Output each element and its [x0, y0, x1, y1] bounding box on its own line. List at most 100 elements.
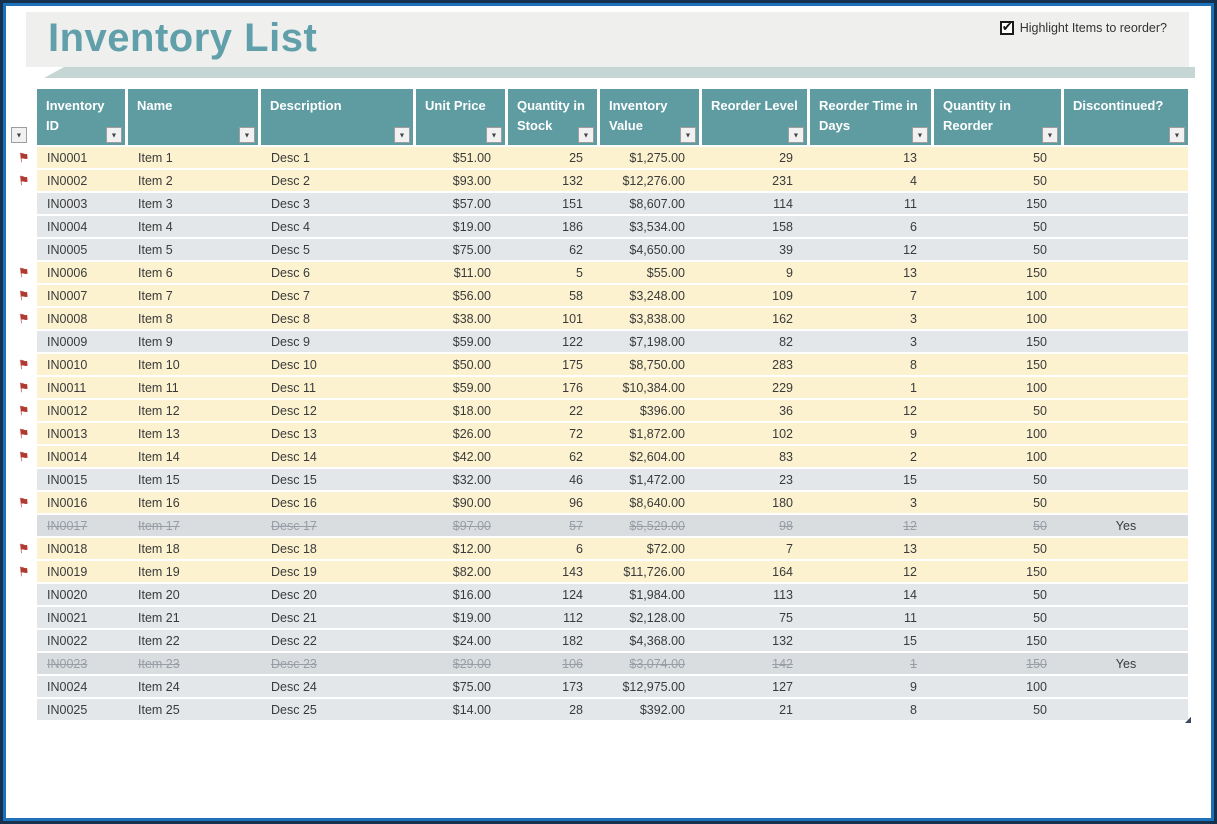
- cell-name[interactable]: Item 17: [128, 515, 261, 536]
- cell-qty-stock[interactable]: 62: [508, 446, 600, 467]
- cell-discontinued[interactable]: [1064, 492, 1188, 513]
- cell-id[interactable]: IN0002: [37, 170, 128, 191]
- cell-discontinued[interactable]: [1064, 354, 1188, 375]
- cell-inventory-value[interactable]: $8,607.00: [600, 193, 702, 214]
- cell-unit-price[interactable]: $26.00: [416, 423, 508, 444]
- cell-discontinued[interactable]: [1064, 262, 1188, 283]
- cell-qty-stock[interactable]: 58: [508, 285, 600, 306]
- cell-inventory-value[interactable]: $12,975.00: [600, 676, 702, 697]
- cell-reorder-level[interactable]: 102: [702, 423, 810, 444]
- cell-description[interactable]: Desc 19: [261, 561, 416, 582]
- cell-id[interactable]: IN0009: [37, 331, 128, 352]
- cell-discontinued[interactable]: [1064, 400, 1188, 421]
- cell-id[interactable]: IN0003: [37, 193, 128, 214]
- table-resize-handle[interactable]: ◢: [1185, 716, 1191, 724]
- cell-reorder-days[interactable]: 3: [810, 331, 934, 352]
- cell-reorder-level[interactable]: 29: [702, 147, 810, 168]
- cell-discontinued[interactable]: [1064, 676, 1188, 697]
- column-header-discontinued[interactable]: Discontinued?▼: [1064, 89, 1188, 145]
- cell-id[interactable]: IN0023: [37, 653, 128, 674]
- cell-reorder-level[interactable]: 114: [702, 193, 810, 214]
- cell-id[interactable]: IN0008: [37, 308, 128, 329]
- cell-id[interactable]: IN0019: [37, 561, 128, 582]
- cell-unit-price[interactable]: $90.00: [416, 492, 508, 513]
- cell-reorder-days[interactable]: 3: [810, 492, 934, 513]
- cell-description[interactable]: Desc 9: [261, 331, 416, 352]
- cell-reorder-days[interactable]: 11: [810, 607, 934, 628]
- cell-reorder-days[interactable]: 8: [810, 699, 934, 720]
- cell-discontinued[interactable]: [1064, 630, 1188, 651]
- filter-dropdown-button[interactable]: ▼: [394, 127, 410, 143]
- cell-qty-stock[interactable]: 6: [508, 538, 600, 559]
- cell-reorder-level[interactable]: 142: [702, 653, 810, 674]
- cell-reorder-days[interactable]: 12: [810, 515, 934, 536]
- cell-unit-price[interactable]: $93.00: [416, 170, 508, 191]
- cell-qty-reorder[interactable]: 150: [934, 630, 1064, 651]
- column-header-reorder-level[interactable]: Reorder Level▼: [702, 89, 810, 145]
- cell-qty-reorder[interactable]: 50: [934, 492, 1064, 513]
- cell-description[interactable]: Desc 11: [261, 377, 416, 398]
- cell-reorder-days[interactable]: 8: [810, 354, 934, 375]
- cell-reorder-days[interactable]: 1: [810, 653, 934, 674]
- cell-id[interactable]: IN0011: [37, 377, 128, 398]
- filter-dropdown-button[interactable]: ▼: [788, 127, 804, 143]
- cell-reorder-level[interactable]: 39: [702, 239, 810, 260]
- cell-description[interactable]: Desc 22: [261, 630, 416, 651]
- cell-unit-price[interactable]: $19.00: [416, 216, 508, 237]
- cell-name[interactable]: Item 16: [128, 492, 261, 513]
- cell-unit-price[interactable]: $75.00: [416, 239, 508, 260]
- cell-reorder-days[interactable]: 9: [810, 423, 934, 444]
- cell-reorder-level[interactable]: 283: [702, 354, 810, 375]
- cell-reorder-level[interactable]: 23: [702, 469, 810, 490]
- cell-id[interactable]: IN0025: [37, 699, 128, 720]
- cell-reorder-days[interactable]: 14: [810, 584, 934, 605]
- cell-inventory-value[interactable]: $55.00: [600, 262, 702, 283]
- cell-qty-reorder[interactable]: 150: [934, 331, 1064, 352]
- filter-dropdown-button[interactable]: ▼: [1042, 127, 1058, 143]
- cell-name[interactable]: Item 6: [128, 262, 261, 283]
- cell-qty-reorder[interactable]: 100: [934, 308, 1064, 329]
- cell-qty-stock[interactable]: 186: [508, 216, 600, 237]
- cell-name[interactable]: Item 5: [128, 239, 261, 260]
- cell-reorder-days[interactable]: 15: [810, 630, 934, 651]
- cell-reorder-days[interactable]: 6: [810, 216, 934, 237]
- column-header-description[interactable]: Description▼: [261, 89, 416, 145]
- cell-discontinued[interactable]: [1064, 469, 1188, 490]
- cell-description[interactable]: Desc 20: [261, 584, 416, 605]
- cell-reorder-level[interactable]: 113: [702, 584, 810, 605]
- cell-id[interactable]: IN0013: [37, 423, 128, 444]
- cell-description[interactable]: Desc 18: [261, 538, 416, 559]
- cell-reorder-level[interactable]: 229: [702, 377, 810, 398]
- cell-reorder-days[interactable]: 7: [810, 285, 934, 306]
- cell-qty-stock[interactable]: 176: [508, 377, 600, 398]
- cell-name[interactable]: Item 12: [128, 400, 261, 421]
- filter-dropdown-button[interactable]: ▼: [106, 127, 122, 143]
- cell-id[interactable]: IN0021: [37, 607, 128, 628]
- cell-unit-price[interactable]: $32.00: [416, 469, 508, 490]
- cell-discontinued[interactable]: [1064, 147, 1188, 168]
- cell-qty-stock[interactable]: 72: [508, 423, 600, 444]
- cell-qty-stock[interactable]: 173: [508, 676, 600, 697]
- cell-unit-price[interactable]: $57.00: [416, 193, 508, 214]
- cell-inventory-value[interactable]: $4,650.00: [600, 239, 702, 260]
- filter-dropdown-button[interactable]: ▼: [912, 127, 928, 143]
- cell-reorder-days[interactable]: 12: [810, 239, 934, 260]
- cell-inventory-value[interactable]: $1,275.00: [600, 147, 702, 168]
- cell-qty-reorder[interactable]: 50: [934, 538, 1064, 559]
- cell-name[interactable]: Item 10: [128, 354, 261, 375]
- cell-qty-stock[interactable]: 101: [508, 308, 600, 329]
- cell-qty-reorder[interactable]: 150: [934, 354, 1064, 375]
- cell-description[interactable]: Desc 6: [261, 262, 416, 283]
- cell-reorder-days[interactable]: 12: [810, 561, 934, 582]
- cell-discontinued[interactable]: Yes: [1064, 653, 1188, 674]
- cell-inventory-value[interactable]: $11,726.00: [600, 561, 702, 582]
- cell-qty-reorder[interactable]: 100: [934, 423, 1064, 444]
- cell-name[interactable]: Item 20: [128, 584, 261, 605]
- cell-unit-price[interactable]: $19.00: [416, 607, 508, 628]
- cell-unit-price[interactable]: $24.00: [416, 630, 508, 651]
- filter-dropdown-button[interactable]: ▼: [578, 127, 594, 143]
- cell-id[interactable]: IN0004: [37, 216, 128, 237]
- cell-qty-stock[interactable]: 175: [508, 354, 600, 375]
- cell-reorder-level[interactable]: 75: [702, 607, 810, 628]
- cell-discontinued[interactable]: [1064, 584, 1188, 605]
